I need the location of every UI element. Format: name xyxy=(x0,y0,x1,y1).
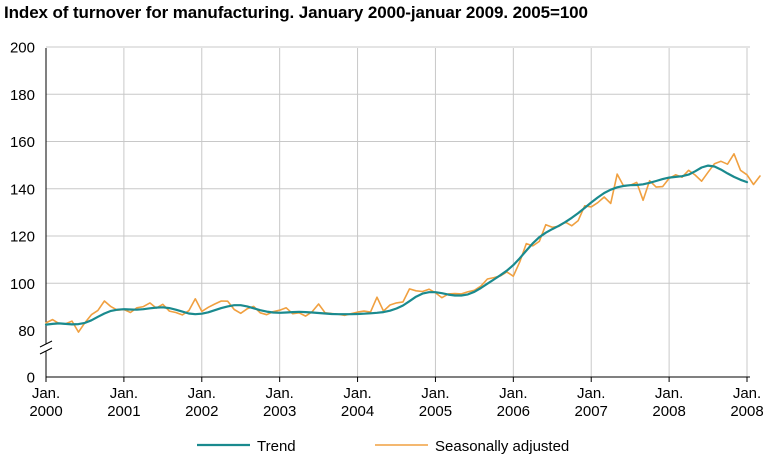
y-tick-label: 0 xyxy=(27,370,35,387)
x-tick-label-month: Jan. xyxy=(343,385,371,402)
x-tick-label-year: 2000 xyxy=(29,403,62,420)
x-tick-label-year: 2007 xyxy=(575,403,608,420)
x-tick-label-year: 2001 xyxy=(107,403,140,420)
y-tick-label: 180 xyxy=(10,87,35,104)
trend-line xyxy=(44,164,749,326)
x-tick-label-year: 2008 xyxy=(730,403,763,420)
legend: Trend Seasonally adjusted xyxy=(197,438,569,455)
y-tick-label: 200 xyxy=(10,40,35,57)
y-tick-label: 100 xyxy=(10,276,35,293)
x-tick-label-year: 2005 xyxy=(419,403,452,420)
legend-label-seasonally-adjusted: Seasonally adjusted xyxy=(435,438,569,455)
x-tick-label-month: Jan. xyxy=(265,385,293,402)
x-tick-label-year: 2006 xyxy=(497,403,530,420)
axis-break-mark xyxy=(39,347,53,355)
y-tick-label: 160 xyxy=(10,134,35,151)
y-tick-label: 140 xyxy=(10,181,35,198)
legend-label-trend: Trend xyxy=(257,438,296,455)
x-tick-label-year: 2004 xyxy=(341,403,374,420)
y-tick-label: 80 xyxy=(18,323,35,340)
x-tick-label-month: Jan. xyxy=(733,385,761,402)
x-tick-label-month: Jan. xyxy=(421,385,449,402)
x-tick-label-month: Jan. xyxy=(188,385,216,402)
x-tick-label-year: 2003 xyxy=(263,403,296,420)
x-axis-ticks: Jan.2000Jan.2001Jan.2002Jan.2003Jan.2004… xyxy=(29,385,763,420)
x-tick-label-month: Jan. xyxy=(655,385,683,402)
series-lines xyxy=(44,153,761,333)
x-tick-label-year: 2002 xyxy=(185,403,218,420)
grid-lines xyxy=(46,46,750,377)
chart-title: Index of turnover for manufacturing. Jan… xyxy=(4,3,588,22)
y-tick-label: 120 xyxy=(10,229,35,246)
x-tick-label-year: 2008 xyxy=(652,403,685,420)
y-axis-ticks: 0 80 100 120 140 160 180 200 xyxy=(10,40,35,387)
axis-break-mark xyxy=(39,340,53,348)
axes xyxy=(39,48,750,382)
x-tick-label-month: Jan. xyxy=(499,385,527,402)
x-tick-label-month: Jan. xyxy=(577,385,605,402)
x-tick-label-month: Jan. xyxy=(32,385,60,402)
x-tick-label-month: Jan. xyxy=(110,385,138,402)
